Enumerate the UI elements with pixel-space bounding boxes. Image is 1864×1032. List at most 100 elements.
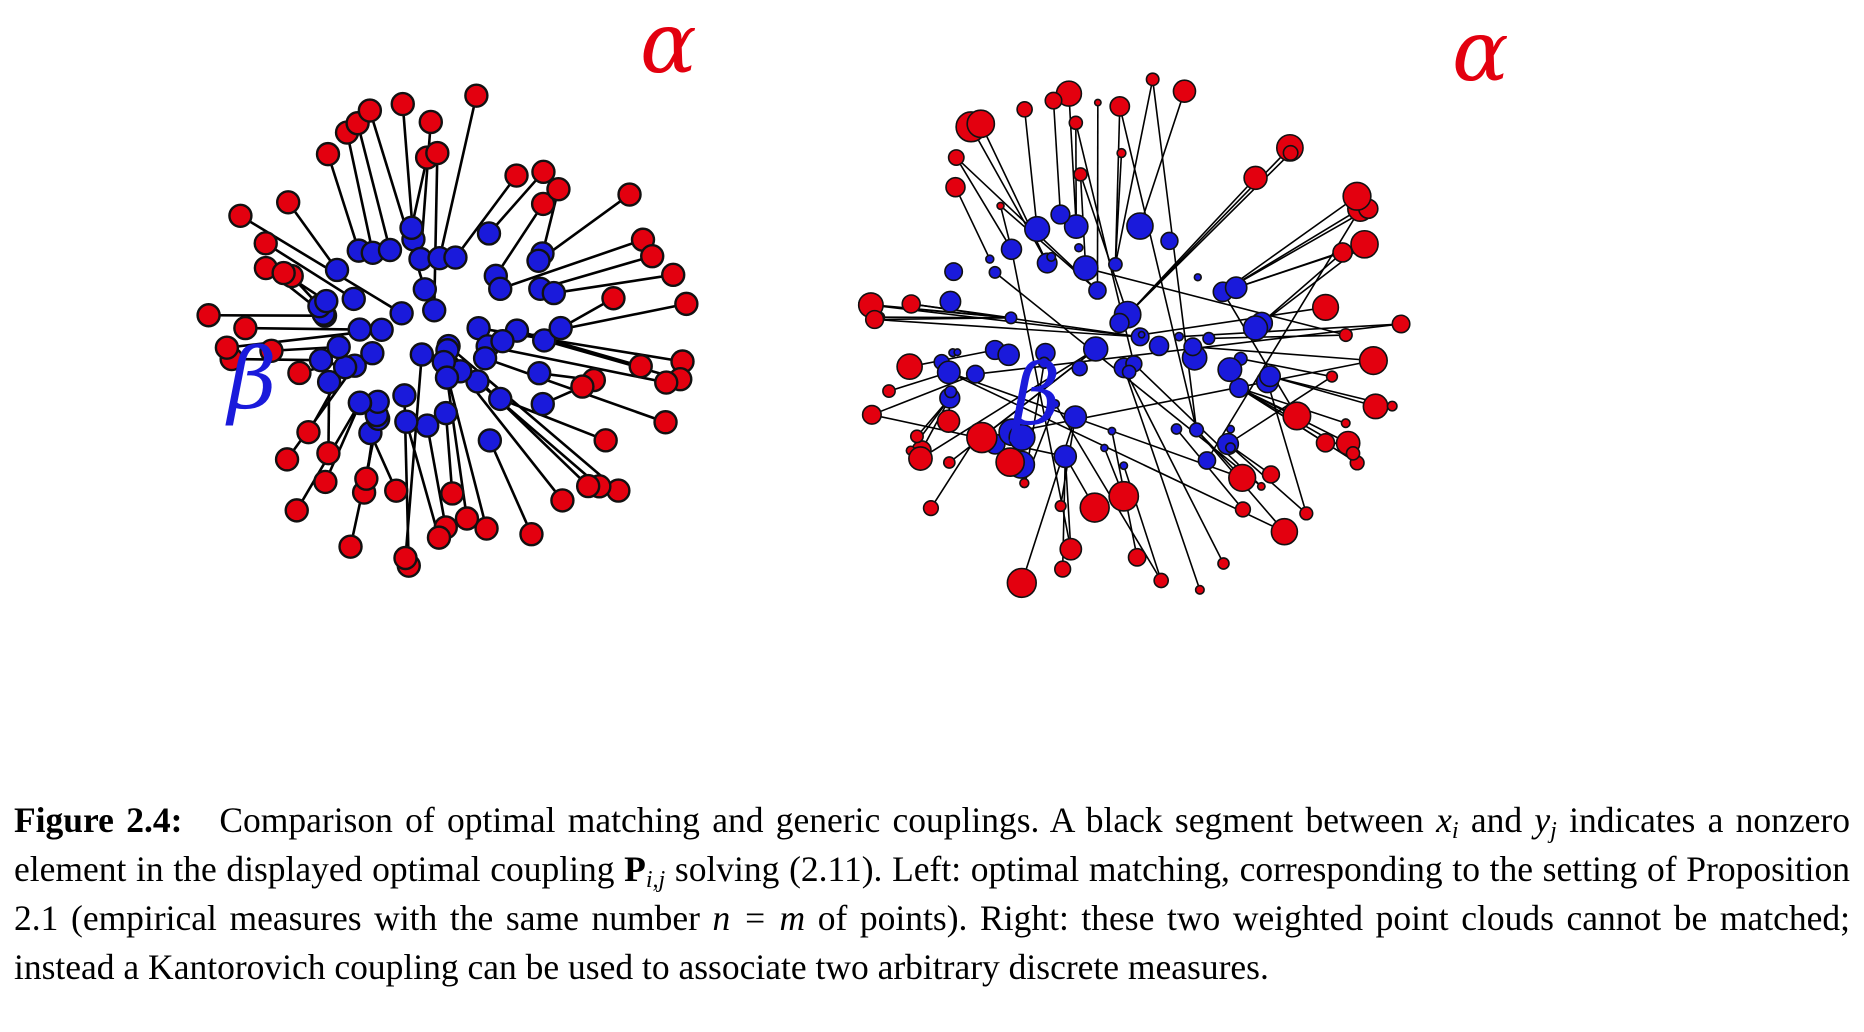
beta-point bbox=[1053, 444, 1078, 469]
beta-point bbox=[944, 262, 964, 282]
alpha-point bbox=[519, 522, 544, 547]
alpha-point bbox=[426, 525, 452, 550]
beta-point bbox=[1174, 331, 1185, 342]
beta-point bbox=[415, 413, 440, 438]
coupling-segment bbox=[920, 348, 1097, 460]
coupling-segment bbox=[444, 413, 454, 494]
coupling-segments-right bbox=[867, 79, 1402, 591]
beta-point bbox=[409, 342, 435, 367]
alpha-point bbox=[393, 545, 418, 571]
alpha-points-right bbox=[857, 72, 1411, 599]
caption-x-subscript: i bbox=[1451, 818, 1459, 844]
alpha-point bbox=[1386, 400, 1398, 412]
alpha-point bbox=[1217, 557, 1230, 570]
alpha-point bbox=[531, 159, 556, 185]
coupling-segment bbox=[1023, 109, 1038, 230]
beta-point bbox=[1119, 461, 1129, 471]
beta-point bbox=[316, 369, 342, 395]
alpha-point bbox=[909, 429, 924, 444]
coupling-segment bbox=[404, 354, 424, 559]
coupling-segment bbox=[326, 153, 361, 252]
coupling-segment bbox=[356, 122, 392, 251]
alpha-point bbox=[966, 421, 998, 454]
alpha-point bbox=[1108, 480, 1140, 512]
beta-point bbox=[1224, 276, 1248, 300]
coupling-segment bbox=[442, 361, 488, 529]
alpha-point bbox=[936, 409, 961, 433]
alpha-point bbox=[1338, 327, 1353, 343]
coupling-segment bbox=[948, 371, 1243, 479]
alpha-point bbox=[947, 149, 965, 167]
alpha-point bbox=[1044, 91, 1063, 110]
alpha-point bbox=[1391, 314, 1411, 334]
alpha-point bbox=[1342, 181, 1372, 211]
caption-label: Figure 2.4: bbox=[14, 800, 183, 840]
beta-point bbox=[1160, 231, 1179, 251]
coupling-segment bbox=[1068, 93, 1078, 227]
alpha-point bbox=[464, 83, 489, 108]
beta-point bbox=[526, 248, 551, 273]
beta-point bbox=[412, 277, 438, 302]
alpha-point bbox=[1256, 481, 1266, 491]
coupling-segment bbox=[1123, 367, 1225, 564]
coupling-segment bbox=[1114, 153, 1123, 265]
beta-point bbox=[433, 400, 459, 426]
beta-point bbox=[1046, 251, 1057, 262]
alpha-point bbox=[504, 163, 529, 188]
alpha-point bbox=[275, 190, 301, 215]
coupling-segment bbox=[1266, 381, 1308, 514]
alpha-point bbox=[575, 473, 601, 499]
beta-point bbox=[1063, 405, 1088, 429]
beta-point bbox=[392, 383, 417, 408]
alpha-point bbox=[1093, 98, 1102, 107]
beta-point bbox=[1107, 426, 1117, 436]
caption-text-3: indicates a nonzero element in the displ… bbox=[14, 800, 1851, 889]
alpha-point bbox=[418, 109, 443, 135]
alpha-point bbox=[287, 360, 312, 386]
coupling-segment bbox=[955, 157, 1013, 250]
alpha-point bbox=[550, 488, 575, 513]
beta-point bbox=[1242, 315, 1269, 341]
coupling-segment bbox=[1079, 174, 1129, 315]
coupling-segment bbox=[954, 186, 991, 260]
coupling-segment bbox=[909, 349, 996, 368]
alpha-point bbox=[654, 370, 679, 395]
coupling-segment bbox=[1139, 90, 1186, 227]
beta-point bbox=[1008, 423, 1036, 452]
beta-point bbox=[360, 341, 385, 366]
beta-point bbox=[488, 386, 513, 412]
beta-point bbox=[1037, 356, 1051, 370]
alpha-point bbox=[233, 315, 258, 341]
coupling-segment bbox=[1227, 375, 1333, 445]
alpha-point bbox=[338, 534, 363, 559]
alpha-point bbox=[1054, 499, 1067, 513]
beta-point bbox=[377, 237, 403, 263]
alpha-point bbox=[1172, 79, 1197, 104]
alpha-point bbox=[546, 177, 571, 202]
beta-point bbox=[1000, 238, 1023, 261]
beta-point bbox=[985, 254, 995, 264]
beta-label-right: β bbox=[1009, 346, 1061, 444]
beta-points-left bbox=[307, 215, 573, 453]
beta-point bbox=[1024, 215, 1051, 243]
coupling-segment bbox=[553, 273, 674, 295]
alpha-point bbox=[1315, 433, 1336, 453]
coupling-segment bbox=[1222, 195, 1358, 293]
alpha-points-left bbox=[196, 83, 699, 578]
beta-point bbox=[1183, 337, 1203, 357]
coupling-segment bbox=[265, 242, 355, 301]
alpha-point bbox=[882, 384, 896, 398]
caption-text-4: solving (2.11). Left: optimal matching, … bbox=[14, 849, 1850, 938]
alpha-point bbox=[354, 466, 379, 491]
alpha-point bbox=[1016, 101, 1033, 118]
beta-point bbox=[399, 215, 424, 241]
alpha-point bbox=[1059, 537, 1083, 561]
beta-point bbox=[1050, 399, 1061, 409]
beta-point bbox=[1258, 365, 1282, 388]
alpha-point bbox=[357, 98, 383, 123]
coupling-segment bbox=[1085, 267, 1347, 336]
caption-text-5: of points). Right: these two weighted po… bbox=[14, 898, 1850, 987]
coupling-segment bbox=[1222, 291, 1298, 417]
coupling-segment bbox=[1208, 334, 1346, 340]
beta-point bbox=[422, 298, 447, 323]
